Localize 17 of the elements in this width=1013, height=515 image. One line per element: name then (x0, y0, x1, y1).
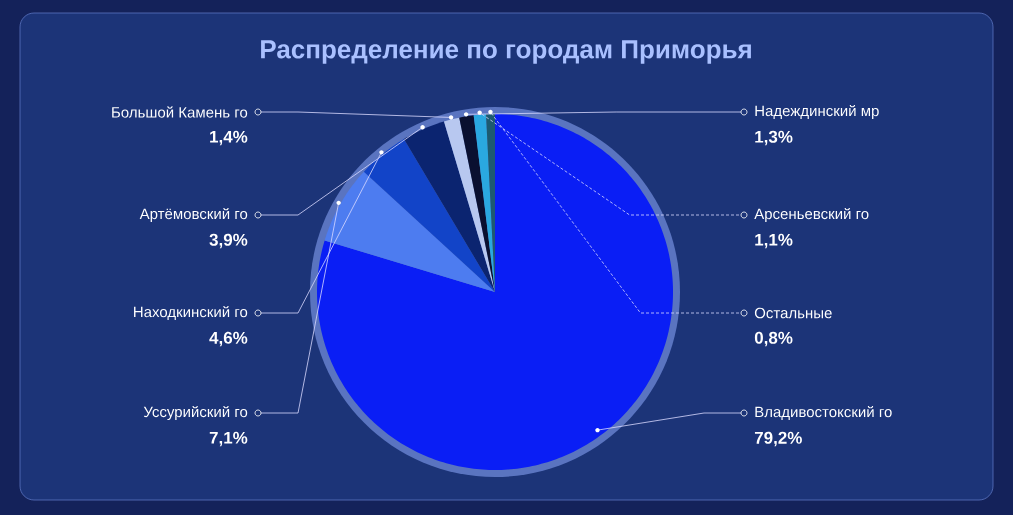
data-label: 1,4% (210, 130, 248, 146)
data-label: 3,9% (209, 233, 248, 249)
data-label: 7,1% (209, 431, 248, 447)
data-label: 1,1% (755, 233, 793, 249)
slice-label: Находкинский го (134, 305, 248, 321)
data-label: 4,6% (209, 331, 248, 347)
slice-label: Владивостокский го (755, 405, 892, 421)
slice-label: Большой Камень го (112, 106, 248, 118)
chart-title: Распределение по городам Приморья (261, 40, 751, 64)
slice-label: Надеждинский мр (755, 104, 879, 120)
slice-label: Уссурийский го (143, 405, 248, 421)
slice-label: Остальные (754, 307, 832, 319)
slice-label: Арсеньевский го (754, 207, 869, 223)
data-label: 1,3% (755, 130, 793, 146)
data-label: 79,2% (754, 431, 802, 447)
data-label: 0,8% (754, 331, 793, 347)
slice-label: Артёмовский го (139, 207, 248, 223)
